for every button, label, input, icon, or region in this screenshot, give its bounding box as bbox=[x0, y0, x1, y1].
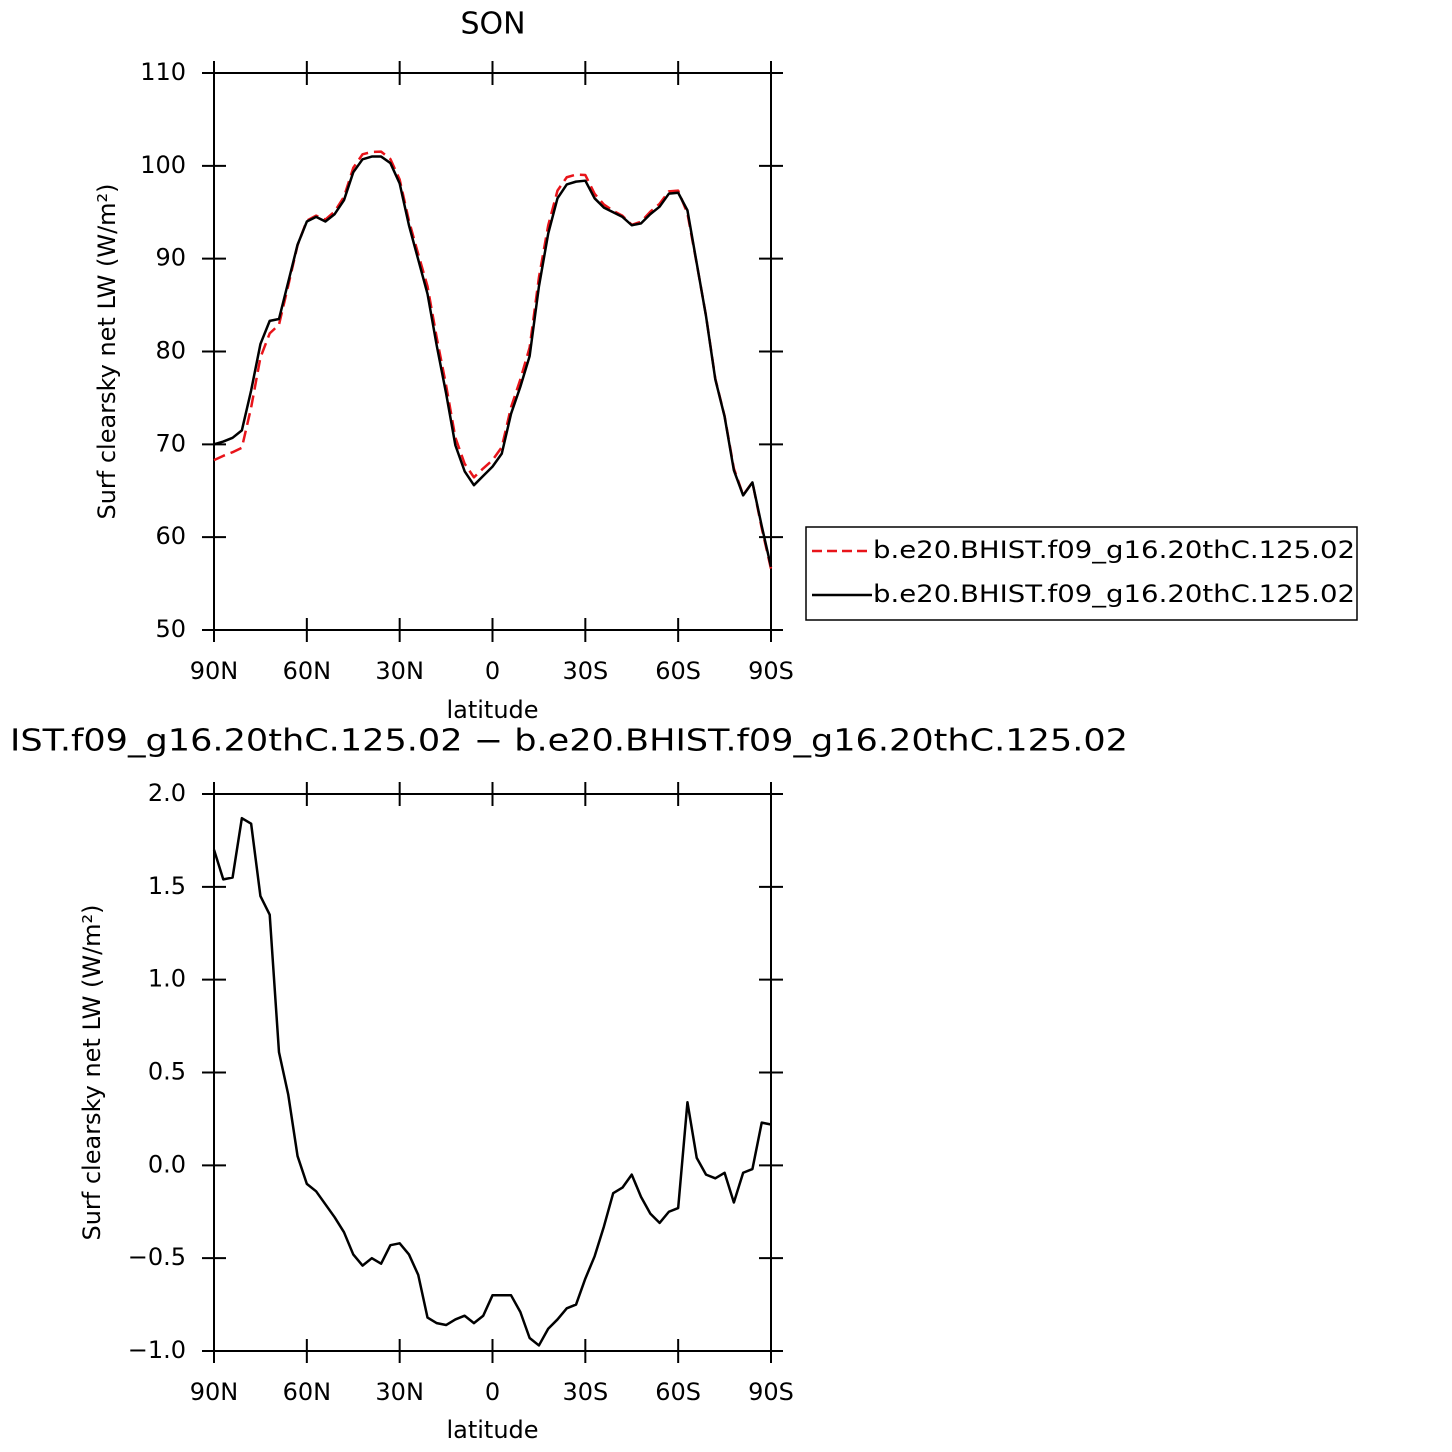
y-tick-label: −0.5 bbox=[128, 1243, 186, 1271]
legend-label: b.e20.BHIST.f09_g16.20thC.125.02 bbox=[873, 536, 1355, 564]
legend-box bbox=[805, 526, 1358, 621]
y-tick-label: −1.0 bbox=[128, 1336, 186, 1364]
x-tick-label: 60N bbox=[283, 657, 332, 685]
x-tick-label: 90S bbox=[748, 1378, 794, 1406]
x-tick-label: 90N bbox=[190, 1378, 239, 1406]
plot-frame bbox=[213, 793, 772, 1352]
y-axis-label: Surf clearsky net LW (W/m²) bbox=[93, 183, 121, 519]
y-tick-label: 70 bbox=[155, 429, 186, 457]
x-axis-label: latitude bbox=[446, 1416, 538, 1444]
y-tick-label: 110 bbox=[140, 58, 186, 86]
data-line bbox=[213, 155, 773, 568]
x-tick-label: 30N bbox=[375, 1378, 424, 1406]
x-tick-label: 60N bbox=[283, 1378, 332, 1406]
y-axis-label: Surf clearsky net LW (W/m²) bbox=[78, 904, 106, 1240]
x-tick-label: 30S bbox=[562, 657, 608, 685]
x-tick-label: 60S bbox=[655, 1378, 701, 1406]
y-tick-label: 0.0 bbox=[148, 1150, 186, 1178]
y-tick-label: 1.0 bbox=[148, 965, 186, 993]
y-tick-label: 80 bbox=[155, 337, 186, 365]
y-tick-label: 100 bbox=[140, 151, 186, 179]
x-tick-label: 0 bbox=[485, 657, 500, 685]
x-tick-label: 60S bbox=[655, 657, 701, 685]
y-tick-label: 1.5 bbox=[148, 872, 186, 900]
chart-title: IST.f09_g16.20thC.125.02 − b.e20.BHIST.f… bbox=[10, 724, 1128, 759]
legend-label: b.e20.BHIST.f09_g16.20thC.125.02 bbox=[873, 580, 1355, 608]
y-tick-label: 0.5 bbox=[148, 1058, 186, 1086]
y-tick-label: 2.0 bbox=[148, 779, 186, 807]
y-tick-label: 50 bbox=[155, 615, 186, 643]
data-line bbox=[213, 150, 773, 570]
y-tick-label: 90 bbox=[155, 244, 186, 272]
plot-frame bbox=[213, 72, 772, 631]
x-tick-label: 30S bbox=[562, 1378, 608, 1406]
data-line bbox=[212, 816, 772, 1347]
y-tick-label: 60 bbox=[155, 522, 186, 550]
x-axis-label: latitude bbox=[446, 696, 538, 724]
chart-title: SON bbox=[460, 7, 525, 42]
x-tick-label: 0 bbox=[485, 1378, 500, 1406]
x-tick-label: 90S bbox=[748, 657, 794, 685]
x-tick-label: 30N bbox=[375, 657, 424, 685]
x-tick-label: 90N bbox=[190, 657, 239, 685]
